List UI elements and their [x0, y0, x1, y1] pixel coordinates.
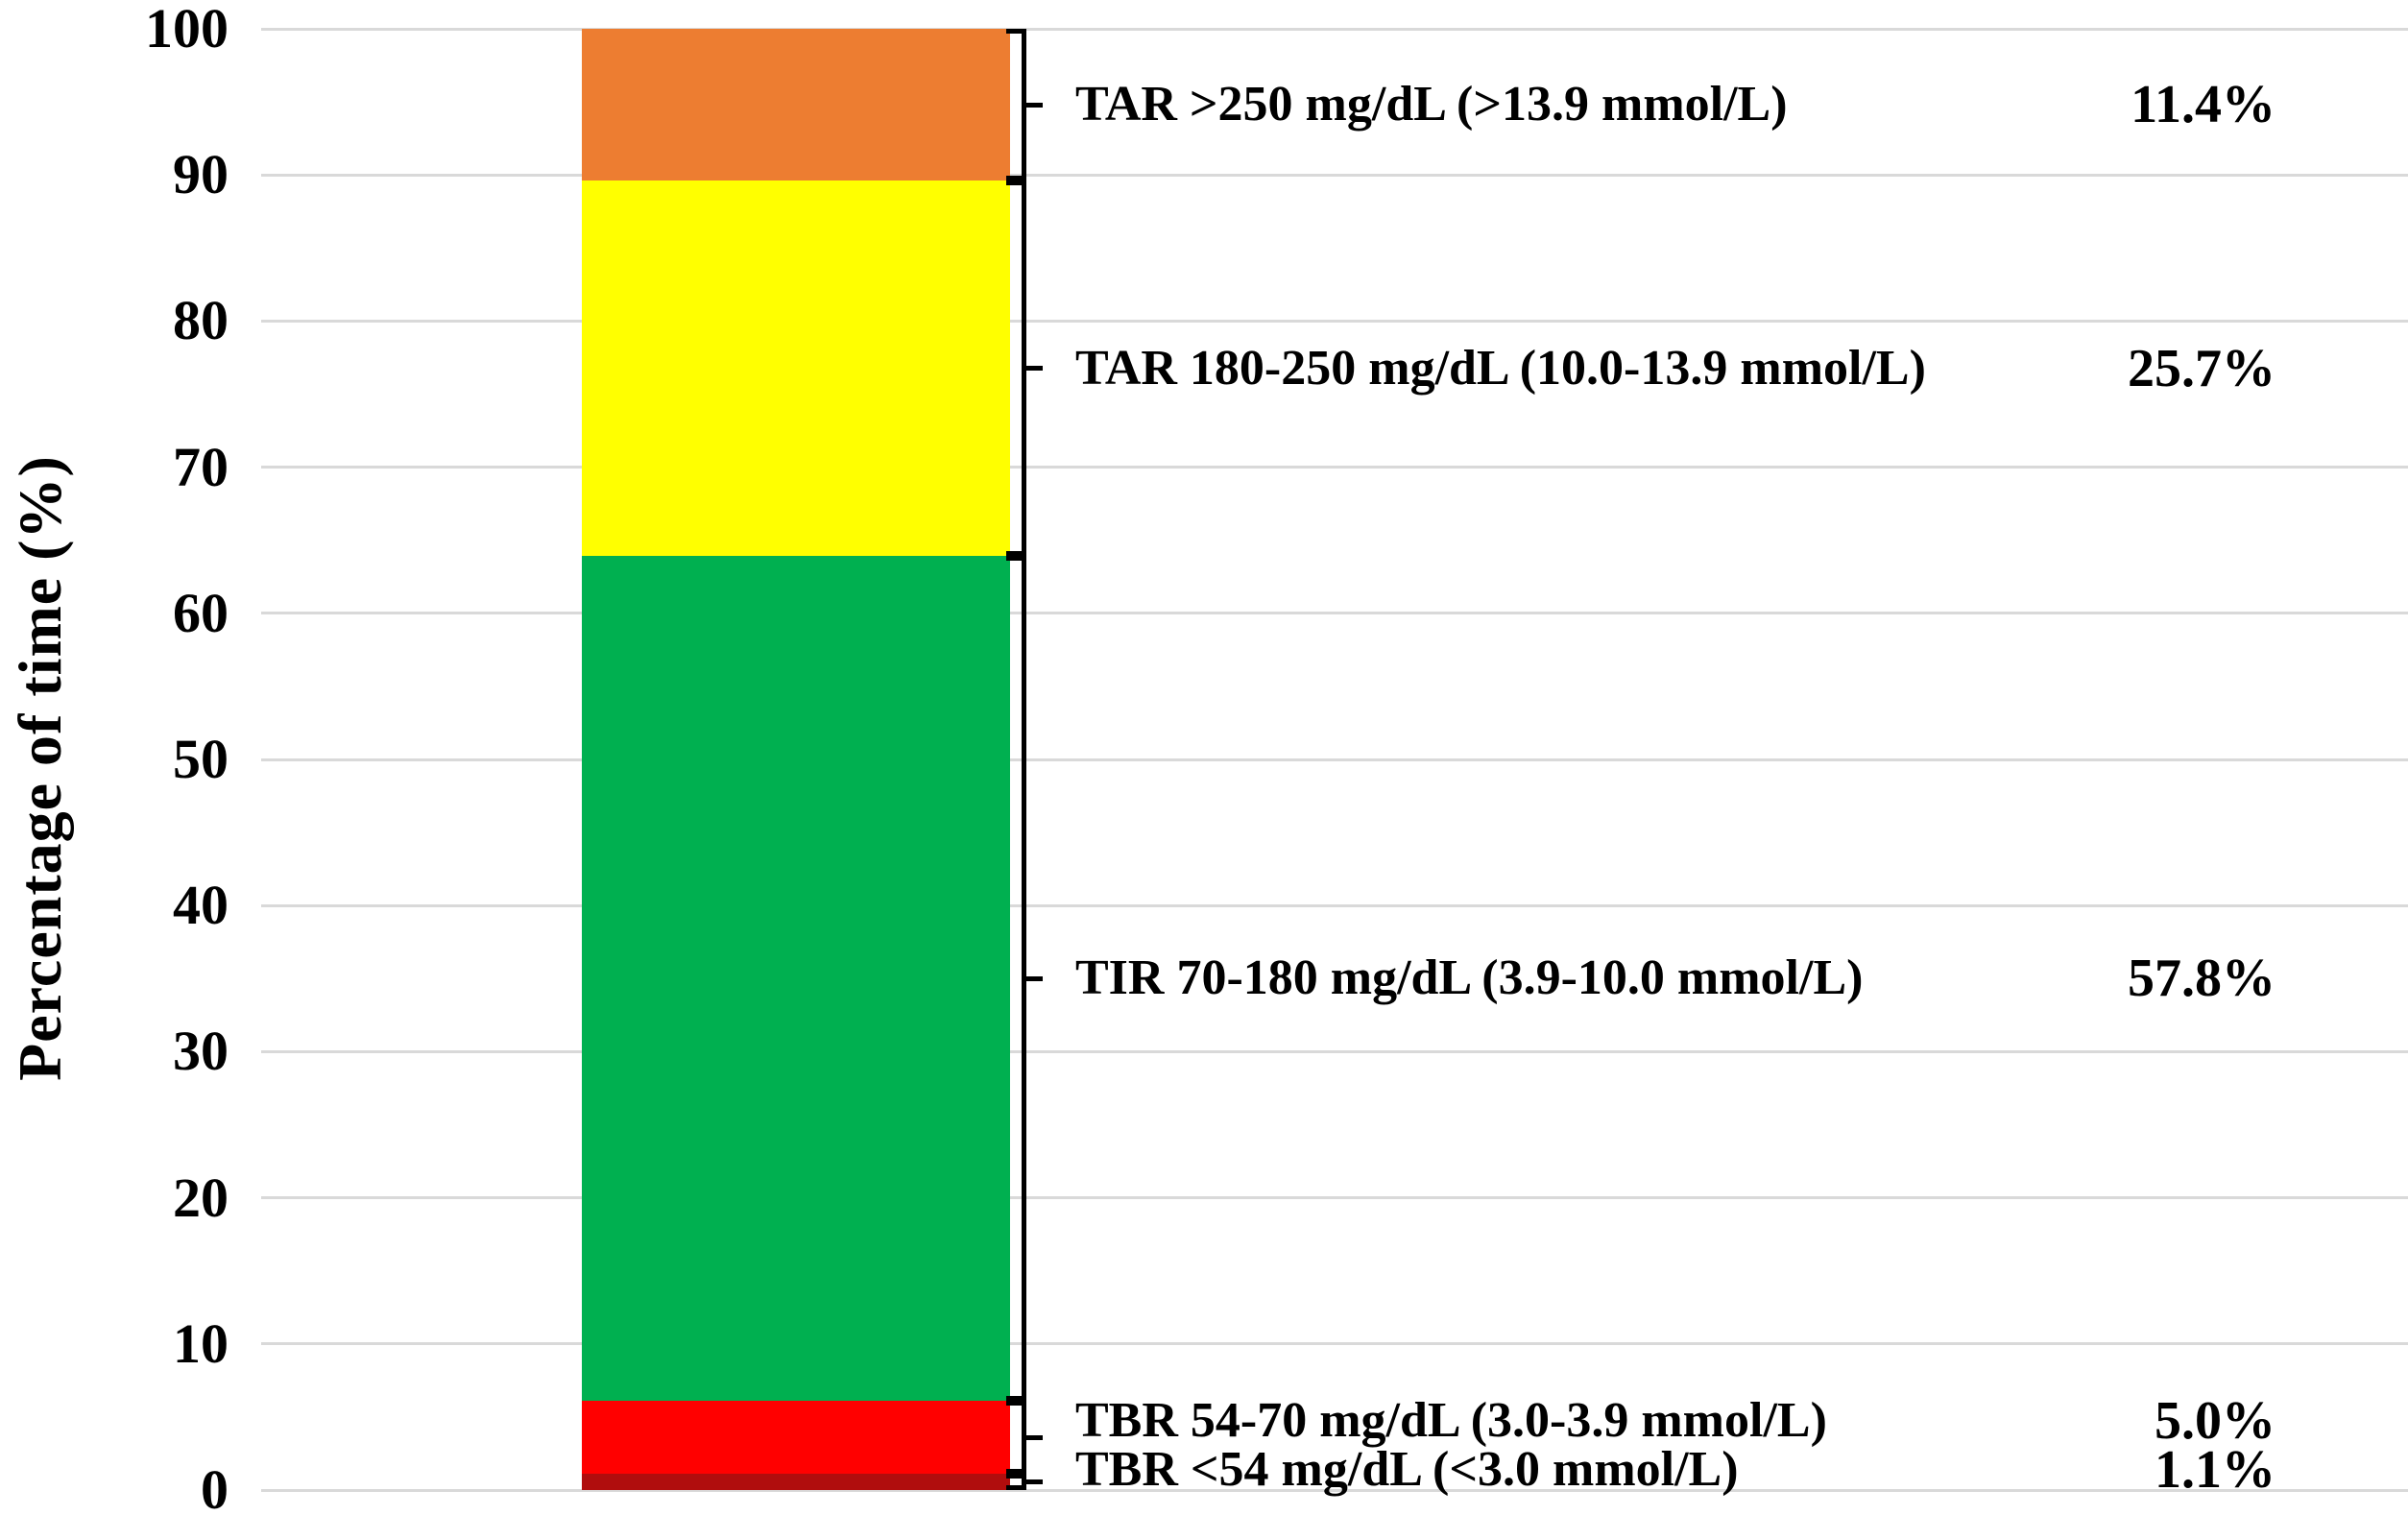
y-tick-80: 80 [173, 289, 229, 352]
bracket-mid-tick-tar-180-250 [1026, 366, 1043, 372]
segment-percent-tar-180-250: 25.7% [2128, 338, 2276, 398]
bracket-cap-bottom-tbr-lt54 [1006, 1485, 1026, 1490]
bracket-mid-tick-tbr-lt54 [1026, 1479, 1043, 1485]
y-tick-0: 0 [201, 1458, 229, 1515]
gridline-90 [261, 173, 2408, 177]
y-tick-10: 10 [173, 1311, 229, 1375]
segment-label-tar-gt250: TAR >250 mg/dL (>13.9 mmol/L) [1075, 77, 1788, 132]
gridline-20 [261, 1196, 2408, 1200]
gridline-40 [261, 903, 2408, 907]
bracket-cap-bottom-tir-70-180 [1006, 1396, 1026, 1402]
segment-label-tbr-54-70: TBR 54-70 mg/dL (3.0-3.9 mmol/L) [1075, 1393, 1827, 1449]
bracket-cap-top-tar-180-250 [1006, 180, 1026, 186]
bracket-cap-bottom-tar-gt250 [1006, 176, 1026, 181]
segment-percent-tir-70-180: 57.8% [2128, 949, 2276, 1009]
bar-segment-tbr-54-70 [582, 1401, 1010, 1475]
bracket-line-tar-180-250 [1022, 180, 1026, 557]
bracket-mid-tick-tbr-54-70 [1026, 1434, 1043, 1440]
y-tick-40: 40 [173, 874, 229, 937]
bracket-line-tbr-54-70 [1022, 1401, 1026, 1475]
y-tick-50: 50 [173, 728, 229, 790]
bar-segment-tir-70-180 [582, 556, 1010, 1402]
segment-percent-tbr-lt54: 1.1% [2155, 1439, 2276, 1500]
bar-segment-tar-gt250 [582, 29, 1010, 181]
bracket-mid-tick-tar-gt250 [1026, 102, 1043, 108]
y-tick-20: 20 [173, 1166, 229, 1229]
segment-label-tir-70-180: TIR 70-180 mg/dL (3.9-10.0 mmol/L) [1075, 950, 1864, 1006]
y-tick-100: 100 [145, 0, 229, 60]
segment-percent-tar-gt250: 11.4% [2131, 75, 2276, 135]
gridline-70 [261, 466, 2408, 469]
y-tick-30: 30 [173, 1020, 229, 1083]
y-tick-90: 90 [173, 143, 229, 206]
gridline-10 [261, 1342, 2408, 1346]
y-tick-60: 60 [173, 581, 229, 644]
bar-segment-tbr-lt54 [582, 1474, 1010, 1490]
bracket-cap-top-tir-70-180 [1006, 556, 1026, 562]
bracket-mid-tick-tir-70-180 [1026, 975, 1043, 981]
bracket-cap-bottom-tar-180-250 [1006, 551, 1026, 557]
segment-label-tar-180-250: TAR 180-250 mg/dL (10.0-13.9 mmol/L) [1075, 340, 1926, 396]
segment-label-tbr-lt54: TBR <54 mg/dL (<3.0 mmol/L) [1075, 1441, 1739, 1497]
bracket-cap-bottom-tbr-54-70 [1006, 1469, 1026, 1475]
segment-percent-tbr-54-70: 5.0% [2155, 1391, 2276, 1452]
bracket-cap-top-tbr-54-70 [1006, 1401, 1026, 1407]
bracket-cap-top-tar-gt250 [1006, 29, 1026, 34]
gridline-30 [261, 1049, 2408, 1053]
gridline-0 [261, 1488, 2408, 1492]
bracket-line-tir-70-180 [1022, 556, 1026, 1402]
gridline-80 [261, 319, 2408, 323]
bracket-line-tbr-lt54 [1022, 1474, 1026, 1490]
bar-segment-tar-180-250 [582, 180, 1010, 557]
bracket-line-tar-gt250 [1022, 29, 1026, 181]
gridline-60 [261, 612, 2408, 615]
gridline-100 [261, 27, 2408, 31]
gridline-50 [261, 758, 2408, 761]
y-tick-70: 70 [173, 435, 229, 498]
bracket-cap-top-tbr-lt54 [1006, 1474, 1026, 1479]
